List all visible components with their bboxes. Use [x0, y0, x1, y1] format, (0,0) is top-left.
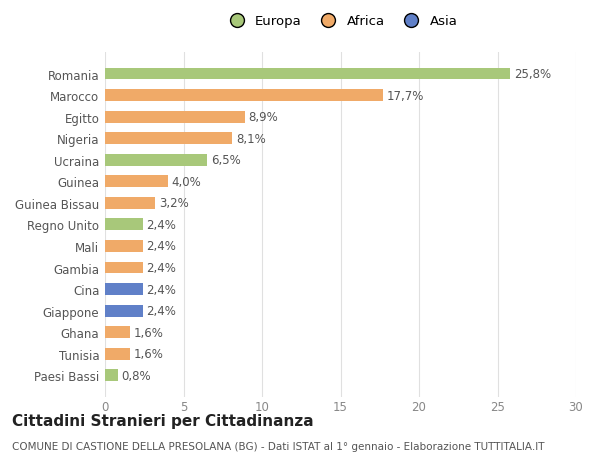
Bar [105, 262, 143, 274]
Text: 25,8%: 25,8% [514, 68, 551, 81]
Bar [105, 112, 245, 123]
Text: 2,4%: 2,4% [146, 283, 176, 296]
Text: 0,8%: 0,8% [121, 369, 151, 382]
Bar [105, 68, 510, 80]
Bar [105, 326, 130, 338]
Bar [105, 197, 155, 209]
Text: 17,7%: 17,7% [387, 90, 424, 102]
Text: 4,0%: 4,0% [172, 175, 202, 188]
Bar [105, 219, 143, 231]
Bar [105, 176, 168, 188]
Text: 8,9%: 8,9% [248, 111, 278, 124]
Text: 2,4%: 2,4% [146, 304, 176, 318]
Text: 8,1%: 8,1% [236, 132, 266, 146]
Bar [105, 348, 130, 360]
Bar [105, 155, 207, 166]
Text: COMUNE DI CASTIONE DELLA PRESOLANA (BG) - Dati ISTAT al 1° gennaio - Elaborazion: COMUNE DI CASTIONE DELLA PRESOLANA (BG) … [12, 441, 545, 451]
Text: 2,4%: 2,4% [146, 262, 176, 274]
Bar [105, 90, 383, 102]
Text: 2,4%: 2,4% [146, 240, 176, 253]
Bar [105, 133, 232, 145]
Bar [105, 369, 118, 381]
Bar [105, 284, 143, 295]
Bar [105, 241, 143, 252]
Text: 1,6%: 1,6% [134, 347, 164, 360]
Text: 2,4%: 2,4% [146, 218, 176, 231]
Text: Cittadini Stranieri per Cittadinanza: Cittadini Stranieri per Cittadinanza [12, 413, 314, 428]
Legend: Europa, Africa, Asia: Europa, Africa, Asia [220, 11, 461, 32]
Bar [105, 305, 143, 317]
Text: 3,2%: 3,2% [159, 197, 189, 210]
Text: 6,5%: 6,5% [211, 154, 241, 167]
Text: 1,6%: 1,6% [134, 326, 164, 339]
